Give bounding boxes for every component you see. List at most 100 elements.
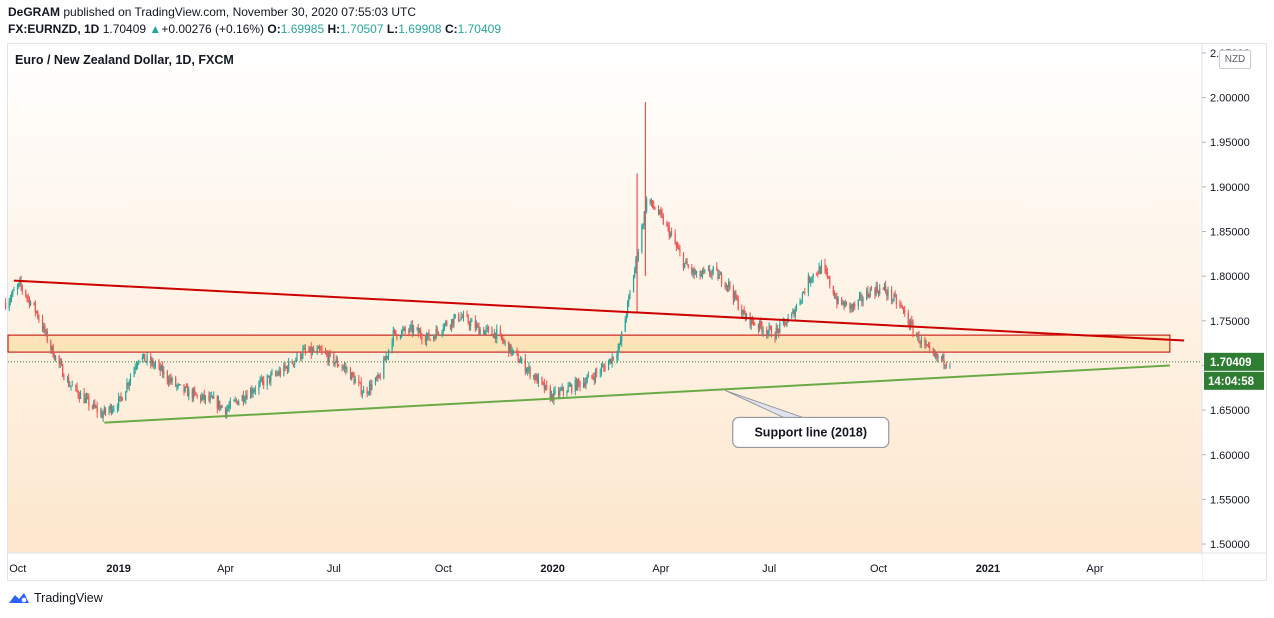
candle-body [732,288,735,300]
candle-body [943,354,945,365]
candle-body [554,390,556,392]
x-tick-label: Oct [870,563,887,575]
candle-body [868,296,870,298]
candle-body [879,288,881,294]
candle-body [577,379,579,390]
candle-body [634,268,636,277]
candle-body [935,353,937,356]
candle-body [910,320,912,327]
candle-body [191,389,193,399]
candle-body [109,405,111,409]
candle-body [112,409,114,413]
candle-body [429,339,431,341]
candle-body [843,302,845,308]
candle-body [378,374,380,378]
x-tick-label: Jul [762,563,776,575]
candle-body [682,252,685,268]
candle-body [626,302,629,315]
candle-body [550,394,553,400]
candle-body [135,365,138,368]
candle-body [754,324,756,326]
candle-body [311,349,314,355]
candle-body [483,329,485,335]
candle-body [525,370,528,372]
candle-body [393,330,396,332]
candle-body [586,377,588,382]
candle-body [291,361,293,364]
tradingview-logo-icon [9,593,29,603]
candle-body [918,333,920,343]
candle-body [379,377,381,379]
tradingview-footer[interactable]: TradingView [8,591,103,605]
open-value: 1.69985 [280,22,325,36]
candle-body [810,279,812,283]
candle-body [211,396,214,399]
candle-body [76,386,78,391]
candle-body [817,273,819,275]
candle-body [251,389,253,394]
chart-frame[interactable] [7,43,1267,581]
candle-body [649,199,651,203]
candle-body [825,268,827,272]
candle-body [78,395,80,399]
candle-body [377,374,379,379]
candle-body [861,295,863,302]
candle-body [668,226,670,237]
candle-body [485,328,487,331]
candle-body [487,327,490,329]
candle-body [33,302,35,304]
time-scale-background [8,554,1202,580]
candle-body [401,330,403,337]
candle-body [235,400,237,402]
candle-body [163,371,165,375]
x-tick-label: Oct [9,563,26,575]
candle-body [129,376,132,382]
candle-body [5,302,7,309]
candle-body [854,304,856,307]
candle-body [908,323,911,327]
candle-body [288,361,290,371]
candle-body [785,321,787,326]
currency-badge[interactable]: NZD [1219,50,1251,69]
y-tick-label: 1.90000 [1210,182,1250,194]
candle-body [712,266,714,272]
candle-body [533,375,535,377]
candle-body [144,353,146,362]
author-name[interactable]: DeGRAM [8,5,61,19]
candle-body [927,345,930,347]
candle-body [743,309,745,315]
candle-body [750,317,752,326]
candle-body [701,270,704,275]
candle-body [870,288,872,290]
published-text: published on TradingView.com, November 3… [63,5,417,19]
candle-body [62,364,64,377]
candle-body [494,332,497,340]
chart-title: Euro / New Zealand Dollar, 1D, FXCM [15,53,234,67]
candle-body [493,332,496,338]
candle-body [862,299,864,302]
candle-body [317,347,319,349]
annotation-box[interactable] [732,416,890,449]
candle-body [919,342,921,344]
support-trend-line[interactable] [104,364,1170,424]
candle-body [579,382,581,387]
candle-body [535,374,537,380]
candle-body [399,336,402,338]
candle-body [25,290,27,297]
candle-body [402,329,404,331]
candle-body [203,393,205,400]
candle-body [125,391,127,401]
candle-body [236,401,239,405]
candle-body [453,317,455,325]
candle-body [900,304,902,306]
resistance-trend-line[interactable] [13,279,1185,342]
candle-body [138,360,140,364]
candle-body [801,292,804,301]
candle-body [192,390,195,399]
candle-body [882,288,884,290]
candle-body [504,341,506,343]
resistance-zone[interactable] [7,334,1171,353]
candle-body [41,319,44,330]
candle-body [926,344,928,346]
